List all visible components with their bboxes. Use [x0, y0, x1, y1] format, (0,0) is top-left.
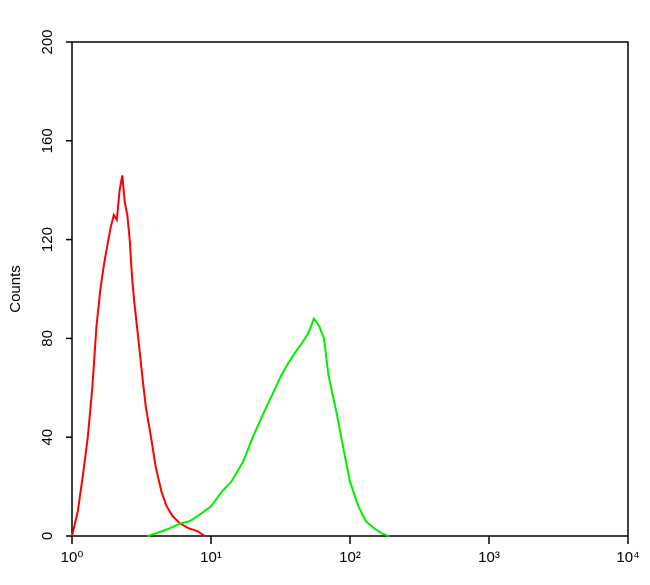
y-tick-label: 80 — [39, 330, 56, 347]
y-tick-label: 40 — [39, 429, 56, 446]
x-tick-label: 10³ — [478, 549, 500, 566]
x-tick-label: 10² — [339, 549, 361, 566]
histogram-line — [71, 175, 206, 537]
x-tick-label: 10⁴ — [616, 549, 639, 566]
x-tick-label: 10¹ — [200, 549, 222, 566]
y-axis-label: Counts — [7, 265, 24, 313]
y-tick-label: 0 — [39, 532, 56, 540]
y-tick-label: 160 — [39, 128, 56, 153]
x-tick-label: 10⁰ — [61, 549, 84, 566]
histogram-line — [147, 316, 390, 537]
y-tick-label: 120 — [39, 227, 56, 252]
y-tick-label: 200 — [39, 29, 56, 54]
